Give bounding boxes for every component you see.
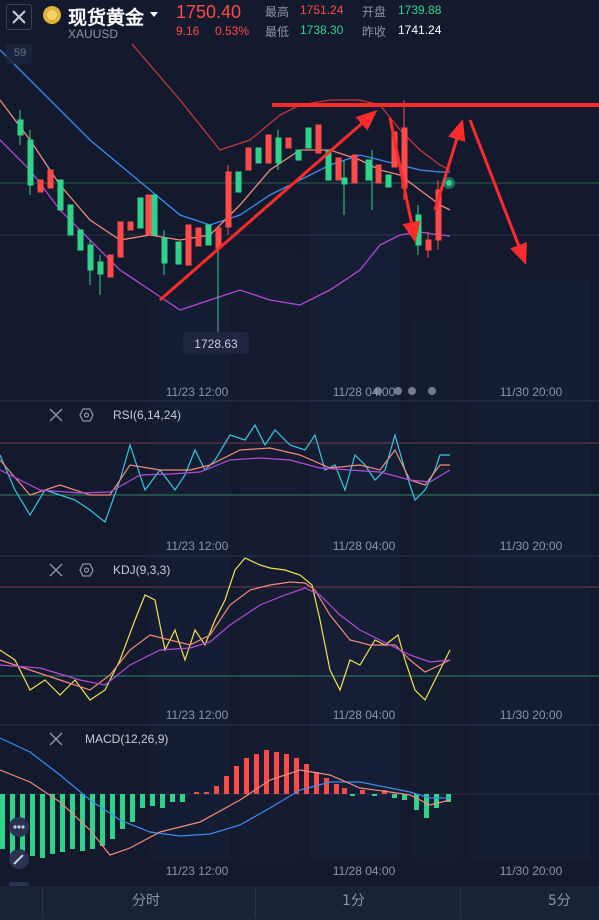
kdj-line-pink (0, 581, 451, 691)
macd-label: MACD(12,26,9) (85, 732, 168, 746)
prev-close-label: 昨收 (362, 25, 387, 39)
kdj-panel[interactable]: KDJ(9,3,3) 11/23 12:00 11/28 04:00 11/30… (0, 557, 599, 722)
rsi-line-cyan (0, 423, 450, 523)
kdj-line-yellow (0, 557, 451, 702)
quote-header: 现货黄金 XAUUSD 1750.40 9.16 0.53% 最高 1751.2… (0, 0, 599, 44)
open-label: 开盘 (362, 5, 387, 19)
x-tick-label: 11/28 04:00 (333, 385, 396, 399)
prev-close-value: 1741.24 (398, 23, 442, 37)
tab-timeshare[interactable]: 分时 (132, 893, 160, 909)
low-label: 最低 (265, 25, 290, 39)
rsi-panel[interactable]: RSI(6,14,24) 11/23 12:00 11/28 04:00 11/… (0, 408, 599, 553)
high-label: 最高 (265, 5, 290, 19)
gear-icon[interactable] (79, 563, 94, 577)
last-price-dot-core (446, 180, 452, 186)
instrument-title[interactable]: 现货黄金 (68, 7, 145, 29)
rsi-label: RSI(6,14,24) (113, 408, 181, 422)
chevron-down-icon[interactable] (150, 12, 158, 17)
low-value: 1738.30 (300, 23, 344, 37)
last-price: 1750.40 (176, 2, 242, 22)
tab-1min[interactable]: 1分 (342, 893, 365, 909)
ma-line-blue (0, 49, 450, 226)
high-value: 1751.24 (300, 3, 344, 17)
draw-tool-icon[interactable] (8, 816, 30, 838)
x-tick-label: 11/30 20:00 (500, 864, 563, 878)
x-tick-label: 11/30 20:00 (500, 539, 563, 553)
kline-chart-area[interactable]: 1728.63 59 11/23 12:00 11/28 04:00 11/30… (0, 44, 599, 886)
gold-coin-icon (43, 6, 61, 24)
x-tick-label: 11/28 04:00 (333, 708, 396, 722)
pen-icon[interactable] (8, 848, 30, 870)
close-icon (12, 10, 26, 24)
x-tick-label: 11/23 12:00 (166, 864, 229, 878)
x-tick-label: 11/23 12:00 (166, 708, 229, 722)
zoom-button[interactable] (6, 44, 32, 64)
instrument-code: XAUUSD (68, 27, 119, 41)
open-value: 1739.88 (398, 3, 442, 17)
candlesticks (17, 100, 442, 320)
low-marker-text: 1728.63 (194, 337, 238, 351)
x-tick-label: 11/28 04:00 (333, 539, 396, 553)
price-change-percent: 0.53% (215, 24, 250, 38)
gear-icon[interactable] (79, 408, 94, 422)
tab-divider (460, 888, 461, 918)
x-tick-label: 11/28 04:00 (333, 864, 396, 878)
price-change: 9.16 (176, 24, 200, 38)
kdj-line-purple (0, 587, 451, 686)
low-marker-box (183, 332, 249, 354)
close-button[interactable] (6, 4, 32, 30)
macd-panel[interactable]: MACD(12,26,9) (0, 732, 599, 878)
x-tick-label: 11/23 12:00 (166, 539, 229, 553)
tab-divider (255, 888, 256, 918)
pagination-dots (374, 387, 436, 395)
tab-divider (42, 888, 43, 918)
trend-annotation (159, 103, 599, 302)
x-tick-label: 11/23 12:00 (166, 385, 229, 399)
period-tab-bar (0, 886, 599, 920)
main-candle-panel[interactable]: 1728.63 59 11/23 12:00 11/28 04:00 11/30… (0, 44, 599, 399)
macd-line-blue (0, 737, 450, 837)
rsi-line-purple (0, 457, 451, 494)
close-icon[interactable] (49, 563, 63, 577)
close-icon[interactable] (49, 732, 63, 746)
x-tick-label: 11/30 20:00 (500, 385, 563, 399)
x-tick-label: 11/30 20:00 (500, 708, 563, 722)
background-skyline (150, 200, 590, 860)
macd-line-orange (0, 769, 451, 856)
tab-5min[interactable]: 5分 (548, 893, 571, 909)
kdj-label: KDJ(9,3,3) (113, 563, 170, 577)
partial-label: 59 (14, 47, 26, 59)
rsi-line-pink (0, 447, 450, 496)
close-icon[interactable] (49, 408, 63, 422)
